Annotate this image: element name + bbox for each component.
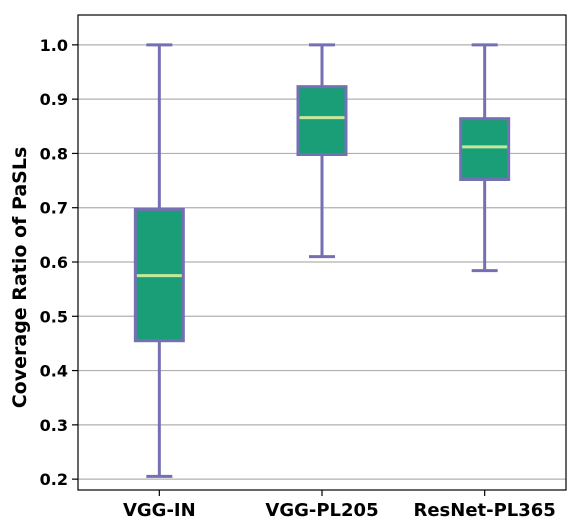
y-tick-label: 0.4 xyxy=(40,362,68,381)
x-tick-label: VGG-IN xyxy=(123,500,196,521)
y-axis-title: Coverage Ratio of PaSLs xyxy=(9,147,31,409)
box-resnet-pl365 xyxy=(459,43,511,273)
iqr-box xyxy=(296,85,348,157)
x-axis-ticks: VGG-IN VGG-PL205 ResNet-PL365 xyxy=(123,490,556,521)
y-tick-label: 0.3 xyxy=(40,416,68,435)
y-tick-label: 0.6 xyxy=(40,253,68,272)
boxes xyxy=(133,43,511,478)
box-vgg-pl205 xyxy=(296,43,348,259)
y-tick-label: 0.9 xyxy=(40,90,68,109)
box-vgg-in xyxy=(133,43,185,478)
y-axis-ticks: 0.2 0.3 0.4 0.5 0.6 0.7 0.8 0.9 1.0 xyxy=(40,36,78,489)
y-tick-label: 1.0 xyxy=(40,36,68,55)
y-tick-label: 0.2 xyxy=(40,470,68,489)
y-tick-label: 0.8 xyxy=(40,144,68,163)
x-tick-label: ResNet-PL365 xyxy=(413,500,555,521)
x-tick-label: VGG-PL205 xyxy=(265,500,378,521)
iqr-box xyxy=(459,117,511,181)
y-tick-label: 0.7 xyxy=(40,199,68,218)
y-tick-label: 0.5 xyxy=(40,307,68,326)
